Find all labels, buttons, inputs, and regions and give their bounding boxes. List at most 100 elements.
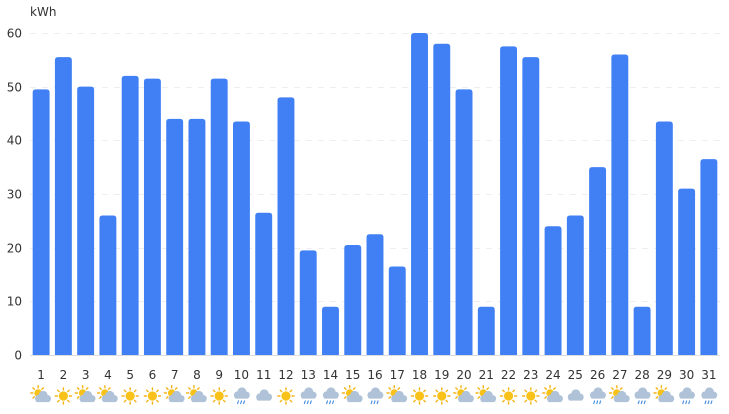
x-tick-label: 30	[679, 368, 694, 382]
x-tick-label: 25	[568, 368, 583, 382]
rainy-icon	[634, 387, 651, 405]
x-tick-label: 1	[37, 368, 45, 382]
bar	[77, 86, 95, 356]
bars	[32, 33, 718, 356]
bar	[143, 78, 161, 355]
partly-cloudy-icon	[453, 385, 474, 403]
bar	[433, 43, 451, 355]
bar	[232, 121, 250, 355]
bar	[54, 57, 72, 356]
x-tick-label: 3	[82, 368, 90, 382]
x-tick-label: 9	[215, 368, 223, 382]
y-tick-label: 0	[14, 349, 22, 363]
partly-cloudy-icon	[74, 385, 96, 403]
bar	[299, 250, 317, 355]
x-tick-label: 2	[60, 368, 68, 382]
rainy-icon	[322, 387, 339, 405]
x-tick-label: 16	[367, 368, 382, 382]
x-tick-label: 6	[149, 368, 157, 382]
x-tick-label: 11	[256, 368, 271, 382]
bar	[210, 78, 228, 355]
bar	[99, 215, 117, 355]
rainy-icon	[367, 387, 384, 405]
x-tick-label: 26	[590, 368, 605, 382]
partly-cloudy-icon	[185, 385, 207, 403]
bar	[255, 212, 273, 355]
bar	[388, 266, 406, 355]
x-tick-label: 13	[301, 368, 316, 382]
bar	[366, 234, 384, 355]
sunny-icon	[499, 387, 518, 405]
x-tick-label: 21	[479, 368, 494, 382]
weather-icons	[30, 385, 718, 405]
bar	[522, 57, 540, 356]
bar	[611, 54, 629, 355]
y-axis-ticks: 0 10 20 30 40 50 60	[7, 27, 22, 363]
sunny-icon	[210, 387, 228, 405]
bar	[500, 46, 518, 356]
x-tick-label: 17	[390, 368, 405, 382]
partly-cloudy-icon	[653, 385, 675, 403]
sunny-icon	[432, 387, 451, 405]
x-tick-label: 27	[612, 368, 627, 382]
x-tick-label: 10	[234, 368, 249, 382]
bar	[166, 118, 184, 355]
cloudy-icon	[567, 389, 584, 401]
rainy-icon	[300, 387, 317, 405]
sunny-icon	[121, 387, 139, 405]
x-tick-label: 23	[523, 368, 538, 382]
sunny-icon	[143, 387, 162, 405]
x-tick-label: 14	[323, 368, 338, 382]
sunny-icon	[410, 387, 429, 405]
x-tick-label: 18	[412, 368, 427, 382]
partly-cloudy-icon	[341, 385, 363, 403]
partly-cloudy-icon	[96, 385, 118, 403]
bar	[121, 75, 139, 355]
bar	[589, 167, 607, 355]
partly-cloudy-icon	[608, 385, 630, 403]
x-axis-ticks: 1 2 3 4 5 6 7 8 9 10 11 12 13 14 15 16 17 18 19 20 21 22 23 24 2…	[37, 368, 716, 382]
bar	[322, 306, 339, 355]
y-tick-label: 30	[7, 188, 22, 202]
sunny-icon	[522, 387, 540, 405]
bar	[411, 33, 428, 355]
bar	[344, 244, 362, 355]
x-tick-label: 12	[278, 368, 293, 382]
y-tick-label: 20	[7, 242, 22, 256]
rainy-icon	[701, 387, 718, 405]
partly-cloudy-icon	[475, 385, 497, 403]
x-tick-label: 29	[657, 368, 672, 382]
partly-cloudy-icon	[163, 385, 185, 403]
bar	[655, 121, 673, 355]
x-tick-label: 22	[501, 368, 516, 382]
x-tick-label: 20	[456, 368, 471, 382]
y-tick-label: 50	[7, 81, 22, 95]
bar	[633, 306, 651, 355]
x-tick-label: 19	[434, 368, 449, 382]
sunny-icon	[277, 387, 295, 405]
x-tick-label: 15	[345, 368, 360, 382]
partly-cloudy-icon	[386, 385, 408, 403]
x-tick-label: 5	[126, 368, 134, 382]
partly-cloudy-icon	[30, 385, 52, 403]
bar	[32, 89, 50, 355]
y-tick-label: 40	[7, 134, 22, 148]
x-tick-label: 31	[701, 368, 716, 382]
x-tick-label: 28	[634, 368, 649, 382]
bar	[455, 89, 473, 355]
bar	[277, 97, 295, 356]
cloudy-icon	[256, 389, 273, 401]
y-axis-unit: kWh	[30, 5, 56, 19]
bar	[700, 159, 718, 355]
bar	[477, 306, 495, 355]
x-tick-label: 4	[104, 368, 112, 382]
x-tick-label: 24	[545, 368, 560, 382]
partly-cloudy-icon	[542, 385, 563, 403]
rainy-icon	[589, 387, 606, 405]
sunny-icon	[54, 387, 73, 405]
bar	[188, 118, 206, 355]
bar	[544, 226, 562, 355]
rainy-icon	[233, 387, 250, 405]
x-tick-label: 8	[193, 368, 201, 382]
